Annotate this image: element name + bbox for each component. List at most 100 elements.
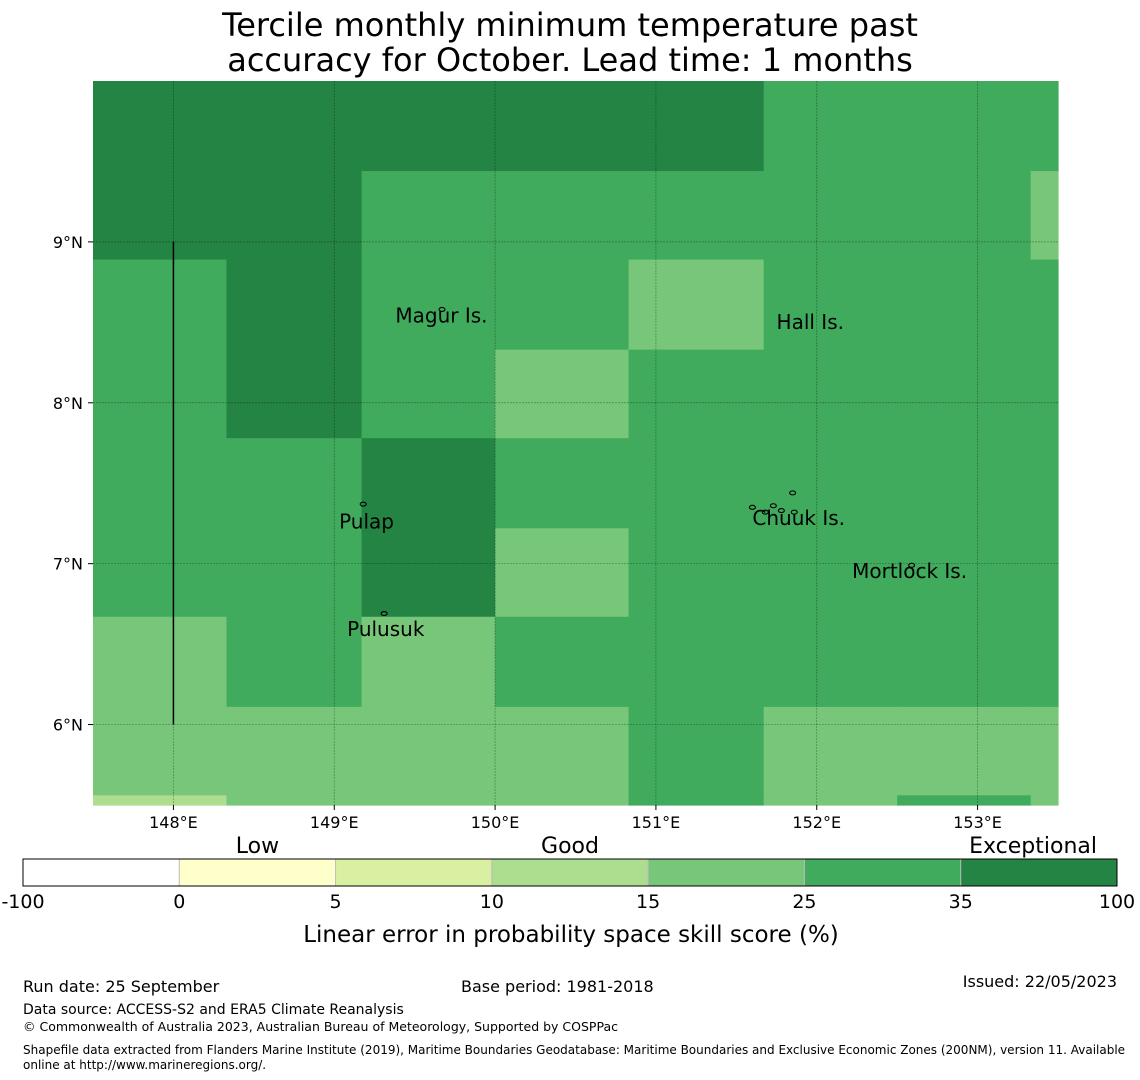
grid-cell [226, 528, 363, 618]
grid-cell [763, 528, 898, 618]
colorbar-tick-label: 35 [949, 891, 973, 913]
grid-cell [93, 795, 228, 806]
colorbar-tick-label: 15 [636, 891, 660, 913]
colorbar-frame [22, 858, 1118, 887]
grid-cell [361, 438, 496, 529]
grid-cell [495, 171, 630, 261]
place-label: Pulusuk [347, 617, 425, 641]
grid-cell [226, 81, 363, 172]
grid-cell [226, 438, 363, 529]
grid-cell [93, 171, 228, 261]
grid-cell [628, 795, 765, 806]
grid-cell [361, 259, 496, 351]
grid-cell [93, 438, 228, 529]
island-icon [789, 490, 797, 496]
grid-cell [763, 706, 898, 796]
grid-cell [628, 616, 765, 708]
grid-cell [763, 349, 898, 439]
island-icon [438, 306, 446, 313]
grid-cell [1030, 438, 1059, 529]
grid-cell [763, 259, 898, 351]
grid-cell [763, 81, 898, 172]
lon-tick-label: 149°E [310, 813, 359, 832]
lat-tick-label: 9°N [53, 233, 83, 252]
base-period: Base period: 1981-2018 [461, 977, 654, 996]
colorbar-segment [179, 859, 336, 886]
place-label: Magur Is. [395, 303, 487, 327]
grid-cell [1030, 706, 1059, 796]
grid-cell [361, 616, 496, 708]
colorbar-tick-label: -100 [1, 891, 44, 913]
grid-cell [361, 171, 496, 261]
colorbar-category-label: Exceptional [969, 834, 1097, 859]
grid-cell [361, 706, 496, 796]
grid-cell [628, 438, 765, 529]
grid-cell [1030, 81, 1059, 172]
lon-tick-label: 151°E [632, 813, 681, 832]
grid-cell [93, 259, 228, 351]
grid-cell [93, 349, 228, 439]
lat-tick-label: 8°N [53, 394, 83, 413]
grid-cell [1030, 349, 1059, 439]
island-icon [777, 508, 785, 514]
grid-cell [1030, 795, 1059, 806]
place-label: Hall Is. [777, 310, 844, 334]
grid-cell [897, 528, 1032, 618]
grid-cell [495, 81, 630, 172]
colorbar-tick-label: 100 [1099, 891, 1135, 913]
place-label: Chuuk Is. [752, 506, 845, 530]
grid-cell [226, 349, 363, 439]
title-line-1: Tercile monthly minimum temperature past [222, 6, 918, 44]
grid-cell [897, 259, 1032, 351]
island-icon [380, 610, 388, 617]
colorbar-tick-label: 25 [792, 891, 816, 913]
map-axis-ticks: 148°E 149°E 150°E 151°E 152°E 153°E 9°N 8°N 7°N 6… [53, 233, 1002, 832]
grid-cell [897, 438, 1032, 529]
grid-cell [93, 528, 228, 618]
lon-tick-label: 153°E [953, 813, 1002, 832]
grid-cell [226, 259, 363, 351]
grid-cell [361, 81, 496, 172]
lon-tick-label: 152°E [792, 813, 841, 832]
lon-tick-label: 148°E [149, 813, 198, 832]
grid-cell [226, 616, 363, 708]
place-label: Pulap [339, 509, 394, 533]
lon-tick-label: 150°E [471, 813, 520, 832]
grid-cell [628, 171, 765, 261]
colorbar-axis-label: Linear error in probability space skill … [303, 922, 839, 948]
grid-cell [93, 81, 228, 172]
grid-cell [495, 795, 630, 806]
grid-cell [361, 349, 496, 439]
place-labels: Magur Is. Hall Is. Pulap Chuuk Is. Mortlock … [339, 303, 967, 641]
grid-cell [897, 171, 1032, 261]
grid-cell [226, 706, 363, 796]
grid-cell [628, 706, 765, 796]
grid-cell [1030, 259, 1059, 351]
grid-cell [628, 528, 765, 618]
chart-title: Tercile monthly minimum temperature past… [0, 6, 1140, 78]
colorbar-segment [648, 859, 805, 886]
colorbar-tick-label: 10 [480, 891, 504, 913]
grid-cell [93, 706, 228, 796]
grid-cell [897, 81, 1032, 172]
lat-tick-label: 6°N [53, 716, 83, 735]
grid-cell [495, 528, 630, 618]
grid-cell [1030, 528, 1059, 618]
grid-cell [226, 795, 363, 806]
colorbar-tick-label: 0 [173, 891, 185, 913]
colorbar-segment [804, 859, 961, 886]
grid-cell [628, 81, 765, 172]
island-outlines [359, 306, 916, 617]
colorbar-segment [23, 859, 180, 886]
grid-cell [495, 438, 630, 529]
lat-tick-label: 7°N [53, 555, 83, 574]
grid-cell [763, 616, 898, 708]
grid-cell [93, 616, 228, 708]
grid-cell [495, 706, 630, 796]
island-icon [908, 562, 916, 568]
issued-date: Issued: 22/05/2023 [962, 972, 1117, 991]
island-icon [748, 504, 756, 510]
grid-cell [897, 349, 1032, 439]
colorbar-legend: -100 0 5 10 15 25 35 100 Low Good Exceptional Linea… [1, 834, 1135, 948]
grid-cell [897, 616, 1032, 708]
